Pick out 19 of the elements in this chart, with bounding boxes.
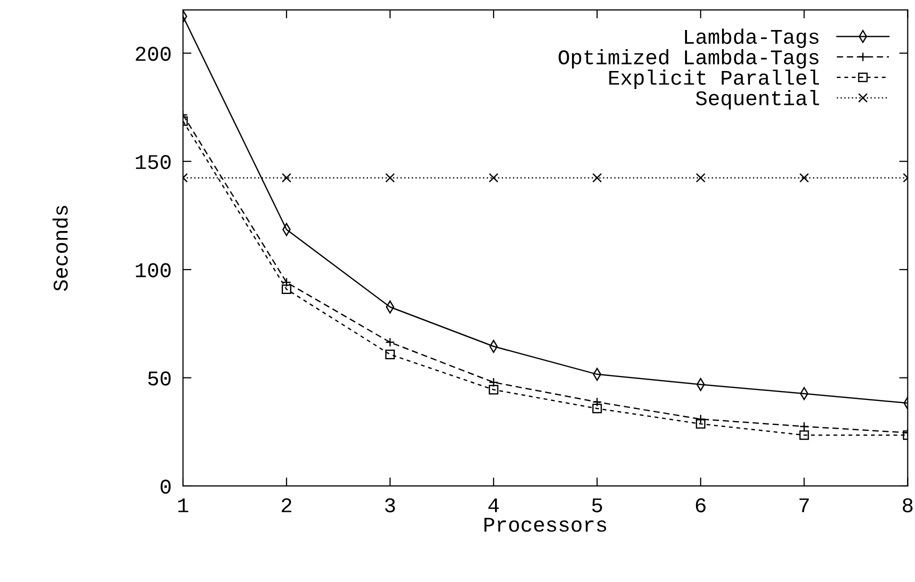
x-tick-label: 6 — [696, 498, 706, 512]
x-tick-label: 2 — [282, 498, 292, 512]
x-axis-title: Processors — [484, 518, 606, 532]
x-tick-label: 3 — [385, 498, 395, 512]
y-axis-title: Seconds — [52, 206, 68, 291]
y-tick-label: 200 — [136, 46, 171, 61]
y-tick-label: 150 — [136, 154, 171, 170]
y-tick-label: 100 — [136, 263, 171, 278]
y-tick-label: 50 — [148, 371, 171, 386]
x-tick-label: 8 — [902, 498, 913, 512]
legend-label: Explicit Parallel — [609, 70, 820, 89]
x-tick-label: 7 — [800, 498, 809, 512]
legend-label: Sequential — [696, 90, 820, 110]
y-tick-label: 0 — [160, 480, 171, 494]
legend-label: Optimized Lambda-Tags — [558, 49, 818, 69]
x-tick-label: 1 — [178, 498, 188, 512]
x-tick-label: 4 — [488, 498, 499, 512]
x-tick-label: 5 — [592, 498, 602, 512]
legend-label: Lambda-Tags — [685, 28, 818, 48]
